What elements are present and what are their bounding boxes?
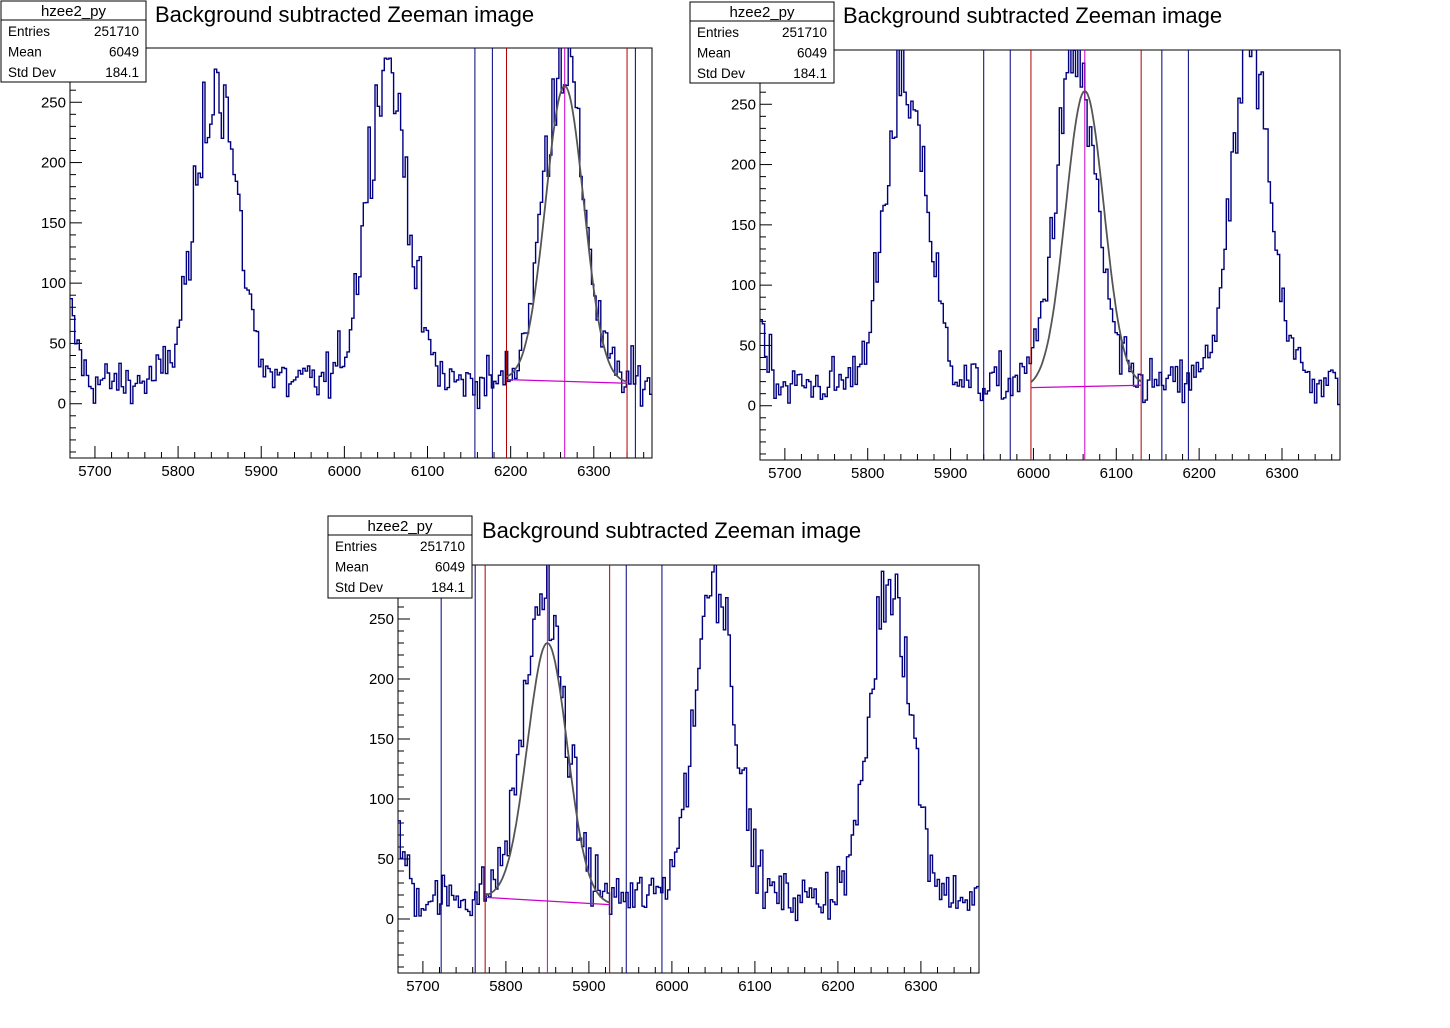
y-tick-label: 250 bbox=[731, 96, 756, 113]
y-tick-label: 200 bbox=[369, 671, 394, 688]
stats-row-label: Entries bbox=[8, 24, 50, 39]
x-tick-label: 6000 bbox=[328, 463, 361, 480]
stats-row-value: 251710 bbox=[782, 25, 827, 40]
y-tick-label: 250 bbox=[41, 94, 66, 111]
x-tick-label: 6300 bbox=[904, 978, 937, 995]
chart-panel-2: 5700 5800 5900 6000 6100 6200 6300 0 50 100 150 200… bbox=[689, 1, 1341, 482]
x-tick-label: 6000 bbox=[655, 978, 688, 995]
background-fit-line bbox=[1030, 384, 1142, 389]
stats-histogram-name: hzee2_py bbox=[367, 518, 433, 535]
y-tick-label: 150 bbox=[41, 215, 66, 232]
y-tick-label: 100 bbox=[369, 791, 394, 808]
x-tick-label: 5700 bbox=[78, 463, 111, 480]
x-tick-label: 6300 bbox=[577, 463, 610, 480]
y-tick-label: 200 bbox=[731, 157, 756, 174]
chart-title: Background subtracted Zeeman image bbox=[155, 2, 534, 27]
x-tick-label: 6200 bbox=[494, 463, 527, 480]
stats-box bbox=[327, 515, 473, 599]
x-tick-label: 5700 bbox=[768, 465, 801, 482]
x-tick-label: 6000 bbox=[1017, 465, 1050, 482]
y-tick-label: 200 bbox=[41, 155, 66, 172]
stats-row-value: 6049 bbox=[435, 560, 465, 575]
x-tick-label: 5900 bbox=[572, 978, 605, 995]
y-tick-label: 50 bbox=[377, 851, 394, 868]
x-tick-label: 5800 bbox=[489, 978, 522, 995]
x-tick-label: 6300 bbox=[1265, 465, 1298, 482]
stats-row-value: 184.1 bbox=[105, 65, 139, 80]
chart-title: Background subtracted Zeeman image bbox=[843, 3, 1222, 28]
stats-row-value: 6049 bbox=[109, 45, 139, 60]
stats-row-label: Entries bbox=[697, 25, 739, 40]
chart-title: Background subtracted Zeeman image bbox=[482, 518, 861, 543]
gaussian-fit-curve bbox=[484, 641, 610, 904]
x-tick-label: 6100 bbox=[738, 978, 771, 995]
stats-row-label: Std Dev bbox=[8, 65, 56, 80]
stats-row-label: Mean bbox=[335, 560, 369, 575]
stats-row-value: 251710 bbox=[420, 539, 465, 554]
x-tick-label: 5900 bbox=[245, 463, 278, 480]
stats-box bbox=[0, 0, 147, 83]
y-tick-label: 100 bbox=[731, 277, 756, 294]
y-tick-label: 250 bbox=[369, 611, 394, 628]
stats-row-value: 184.1 bbox=[431, 580, 465, 595]
chart-panel-3: 5700 5800 5900 6000 6100 6200 6300 0 50 100 150 200… bbox=[327, 515, 980, 995]
y-tick-label: 50 bbox=[739, 337, 756, 354]
gaussian-fit-curve bbox=[1030, 89, 1142, 383]
background-fit-line bbox=[506, 379, 628, 384]
x-tick-label: 6100 bbox=[411, 463, 444, 480]
y-tick-label: 0 bbox=[748, 398, 756, 415]
data-histogram-line bbox=[760, 50, 1340, 406]
y-tick-label: 0 bbox=[58, 396, 66, 413]
stats-histogram-name: hzee2_py bbox=[729, 4, 795, 21]
stats-row-value: 184.1 bbox=[793, 66, 827, 81]
x-tick-label: 5800 bbox=[161, 463, 194, 480]
background-fit-line bbox=[485, 896, 610, 906]
stats-box bbox=[689, 1, 835, 84]
x-tick-label: 6200 bbox=[821, 978, 854, 995]
y-tick-label: 100 bbox=[41, 275, 66, 292]
x-tick-label: 6200 bbox=[1182, 465, 1215, 482]
stats-row-label: Entries bbox=[335, 539, 377, 554]
stats-row-label: Std Dev bbox=[335, 580, 383, 595]
gaussian-fit-curve bbox=[506, 85, 628, 383]
x-tick-label: 6100 bbox=[1100, 465, 1133, 482]
stats-row-label: Mean bbox=[8, 45, 42, 60]
stats-row-label: Std Dev bbox=[697, 66, 745, 81]
stats-row-value: 6049 bbox=[797, 46, 827, 61]
y-tick-label: 50 bbox=[49, 335, 66, 352]
stats-histogram-name: hzee2_py bbox=[41, 3, 107, 20]
x-tick-label: 5900 bbox=[934, 465, 967, 482]
data-histogram-line bbox=[398, 565, 979, 922]
chart-panel-1: 5700 5800 5900 6000 6100 6200 6300 0 50 100 150 200… bbox=[0, 0, 653, 480]
x-tick-label: 5800 bbox=[851, 465, 884, 482]
y-tick-label: 150 bbox=[369, 731, 394, 748]
stats-row-label: Mean bbox=[697, 46, 731, 61]
x-tick-label: 5700 bbox=[406, 978, 439, 995]
stats-row-value: 251710 bbox=[94, 24, 139, 39]
y-tick-label: 150 bbox=[731, 217, 756, 234]
y-tick-label: 0 bbox=[386, 911, 394, 928]
